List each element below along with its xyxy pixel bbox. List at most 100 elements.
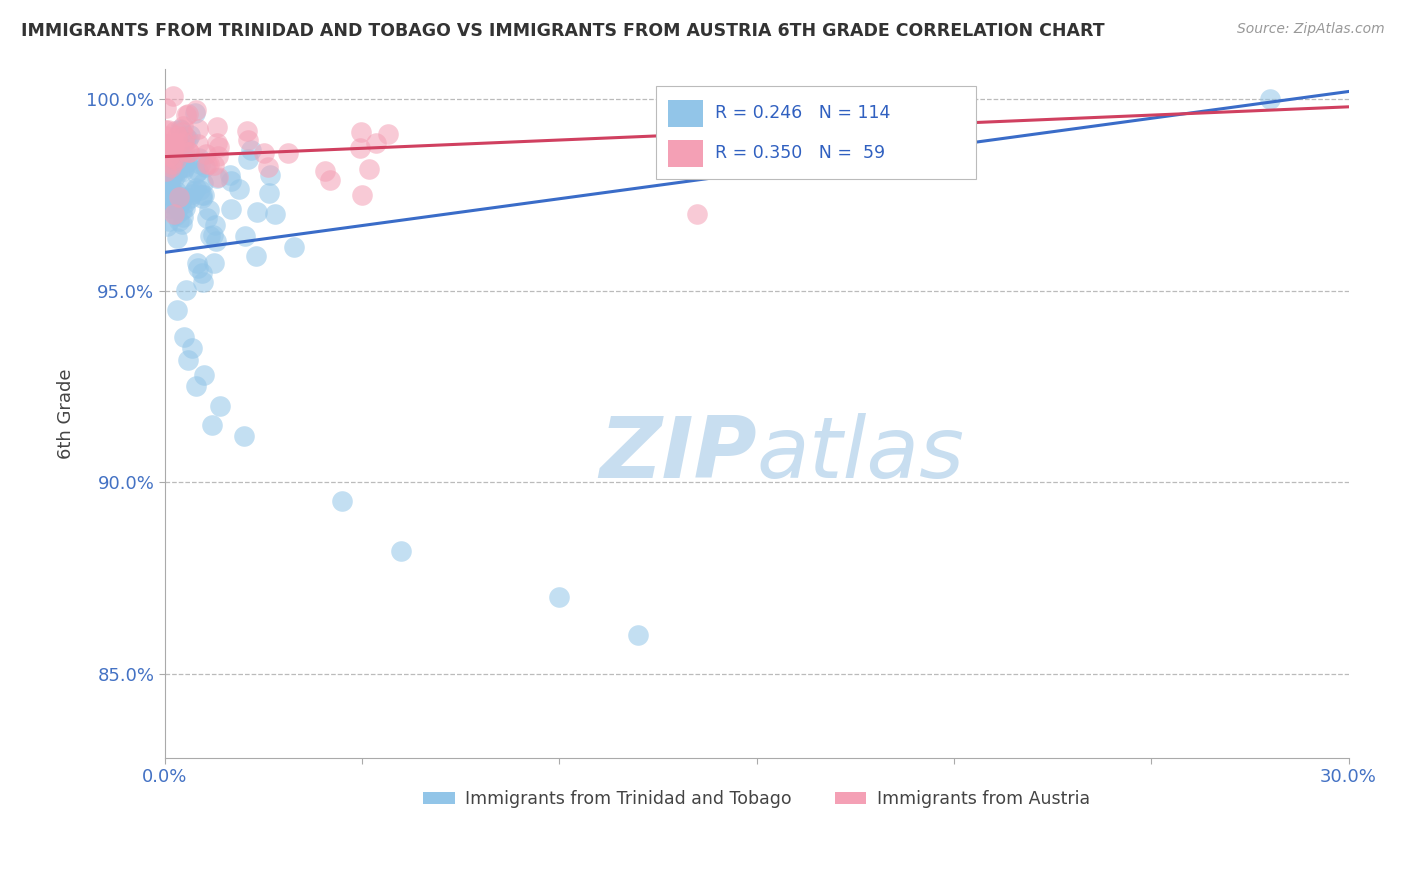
Point [179,191,201,205]
Point [172,119,194,133]
Point [153,172,176,186]
Point [156,178,179,193]
Point [184,181,207,195]
Point [314,164,336,178]
Point [163,151,186,165]
Point [160,156,183,170]
Point [1258,92,1281,106]
Point [165,184,187,198]
Text: IMMIGRANTS FROM TRINIDAD AND TOBAGO VS IMMIGRANTS FROM AUSTRIA 6TH GRADE CORRELA: IMMIGRANTS FROM TRINIDAD AND TOBAGO VS I… [21,22,1105,40]
Point [193,187,215,202]
Point [193,368,215,382]
Point [191,276,214,290]
Point [219,202,242,216]
Point [169,195,191,210]
Point [186,166,208,180]
Point [235,123,257,137]
Bar [668,100,703,128]
Legend: Immigrants from Trinidad and Tobago, Immigrants from Austria: Immigrants from Trinidad and Tobago, Imm… [416,783,1097,814]
Point [204,234,226,248]
Point [246,205,269,219]
Point [169,129,191,144]
Point [156,219,179,233]
Point [167,155,190,169]
Point [187,121,209,136]
Point [201,417,224,432]
Point [159,176,181,190]
Point [157,141,180,155]
Point [156,123,179,137]
Point [160,160,183,174]
Point [155,136,177,151]
Point [156,186,179,200]
Point [165,192,187,206]
Point [187,137,209,152]
Point [165,153,187,167]
Y-axis label: 6th Grade: 6th Grade [58,368,75,458]
Point [166,164,188,178]
Point [195,211,218,225]
Point [163,201,186,215]
Point [183,184,205,198]
Point [179,145,201,160]
Point [163,154,186,169]
Point [350,188,373,202]
Point [166,128,188,143]
Point [186,256,208,270]
Point [163,139,186,153]
Point [169,122,191,136]
Point [186,379,208,393]
Text: R = 0.246   N = 114: R = 0.246 N = 114 [716,104,890,122]
Point [283,239,305,253]
Point [181,187,204,202]
Point [156,144,179,158]
Point [208,140,231,154]
Point [162,136,184,151]
Point [172,190,194,204]
Point [170,123,193,137]
Point [155,137,177,152]
Point [172,164,194,178]
Point [357,161,380,176]
Point [264,207,287,221]
Point [173,153,195,167]
Point [259,168,281,182]
Point [166,202,188,217]
Point [245,249,267,263]
Point [179,183,201,197]
Point [277,146,299,161]
Point [157,178,180,193]
Point [236,152,259,166]
Point [155,129,177,144]
Point [172,210,194,224]
Point [330,494,353,508]
Point [174,129,197,144]
Point [198,228,221,243]
Text: Source: ZipAtlas.com: Source: ZipAtlas.com [1237,22,1385,37]
Point [166,302,188,317]
Point [163,187,186,202]
Point [163,163,186,178]
Point [198,202,221,217]
Point [169,156,191,170]
Point [165,124,187,138]
Point [176,154,198,169]
Point [198,157,221,171]
Point [202,158,225,172]
Point [162,166,184,180]
Point [160,169,183,184]
Point [188,183,211,197]
Point [170,143,193,157]
Point [627,628,650,642]
Point [349,141,371,155]
Point [319,173,342,187]
Point [377,127,399,141]
Point [162,171,184,186]
Point [170,161,193,175]
Point [160,159,183,173]
Point [364,136,387,151]
Point [207,136,229,150]
Point [155,195,177,210]
Text: R = 0.350   N =  59: R = 0.350 N = 59 [716,145,886,162]
Point [166,231,188,245]
